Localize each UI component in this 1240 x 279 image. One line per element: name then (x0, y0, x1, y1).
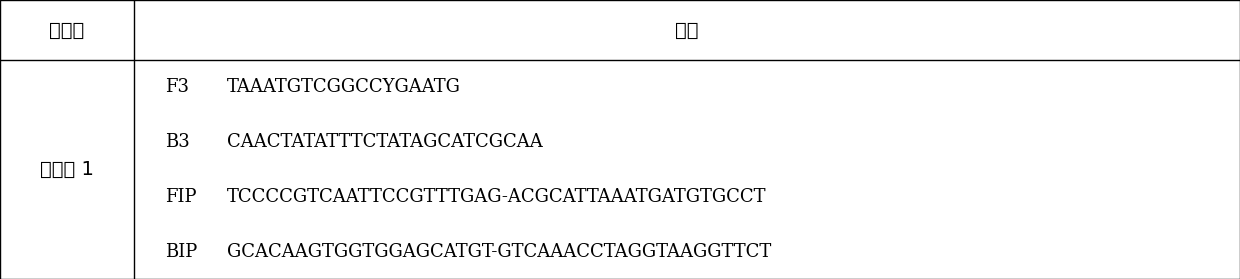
Text: TCCCCGTCAATTCCGTTTGAG-ACGCATTAAATGATGTGCCT: TCCCCGTCAATTCCGTTTGAG-ACGCATTAAATGATGTGC… (227, 188, 766, 206)
Text: CAACTATATTTCTATAGCATCGCAA: CAACTATATTTCTATAGCATCGCAA (227, 133, 543, 151)
Text: 引物组: 引物组 (50, 20, 84, 40)
Text: GCACAAGTGGTGGAGCATGT-GTCAAACCTAGGTAAGGTTCT: GCACAAGTGGTGGAGCATGT-GTCAAACCTAGGTAAGGTT… (227, 243, 771, 261)
Text: TAAATGTCGGCCYGAATG: TAAATGTCGGCCYGAATG (227, 78, 461, 96)
Text: 引物组 1: 引物组 1 (40, 160, 94, 179)
Text: BIP: BIP (165, 243, 197, 261)
Text: F3: F3 (165, 78, 188, 96)
Text: B3: B3 (165, 133, 190, 151)
Text: 序列: 序列 (676, 20, 698, 40)
Text: FIP: FIP (165, 188, 196, 206)
